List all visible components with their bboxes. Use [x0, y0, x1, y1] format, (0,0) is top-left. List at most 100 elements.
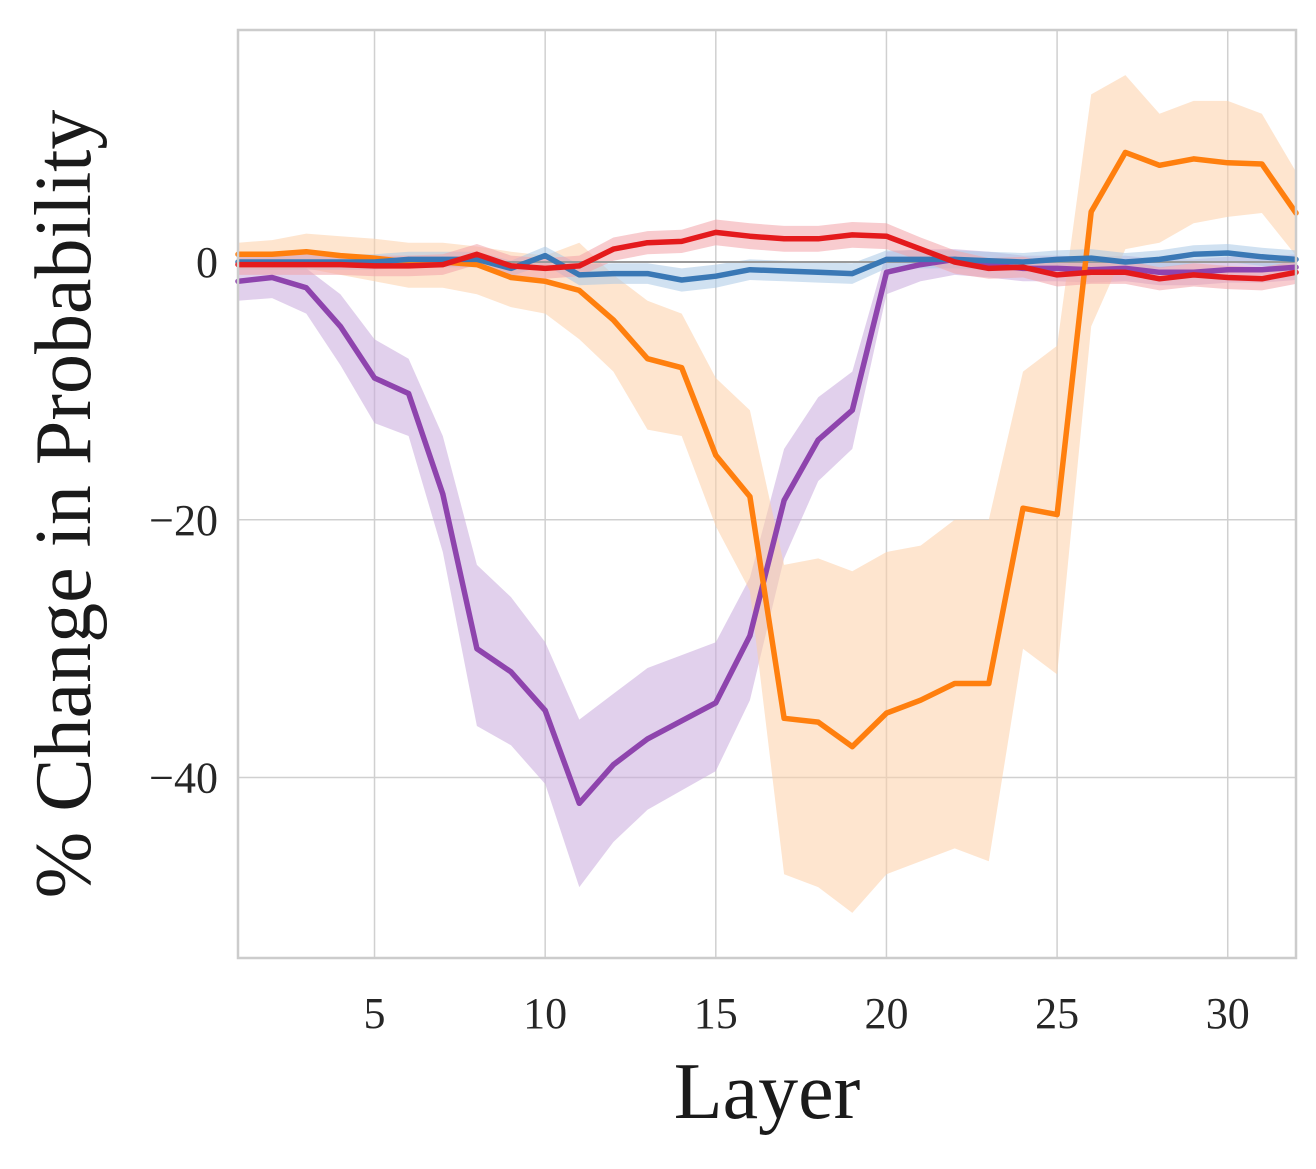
point-orange-29 — [1191, 156, 1197, 162]
plot-frame — [236, 28, 1298, 960]
y-axis-title: % Change in Probability — [20, 110, 108, 899]
y-tick-label: 0 — [196, 238, 218, 287]
point-red-8 — [474, 251, 480, 257]
point-purple-30 — [1225, 267, 1231, 273]
point-orange-19 — [849, 744, 855, 750]
point-orange-3 — [303, 249, 309, 255]
point-orange-30 — [1225, 160, 1231, 166]
point-red-11 — [576, 263, 582, 269]
point-blue-10 — [542, 253, 548, 259]
point-orange-14 — [679, 365, 685, 371]
point-red-22 — [952, 259, 958, 265]
point-purple-5 — [372, 375, 378, 381]
point-purple-7 — [440, 491, 446, 497]
point-red-9 — [508, 263, 514, 269]
point-red-21 — [918, 246, 924, 252]
point-red-3 — [303, 262, 309, 268]
point-blue-21 — [918, 256, 924, 262]
point-orange-13 — [645, 356, 651, 362]
x-tick-label: 5 — [364, 989, 386, 1038]
y-tick-label: −40 — [149, 754, 218, 803]
point-orange-27 — [1122, 149, 1128, 155]
y-tick-label: −20 — [149, 496, 218, 545]
x-tick-labels: 5 10 15 20 25 30 — [364, 989, 1250, 1038]
x-tick-label: 30 — [1206, 989, 1250, 1038]
point-blue-7 — [440, 256, 446, 262]
point-orange-18 — [815, 719, 821, 725]
point-purple-17 — [781, 497, 787, 503]
y-tick-labels: 0 −20 −40 — [149, 238, 218, 803]
point-red-16 — [747, 233, 753, 239]
x-tick-label: 20 — [864, 989, 908, 1038]
point-purple-28 — [1156, 269, 1162, 275]
point-red-15 — [713, 229, 719, 235]
point-red-5 — [372, 263, 378, 269]
point-blue-20 — [883, 256, 889, 262]
point-purple-16 — [747, 633, 753, 639]
point-red-6 — [406, 263, 412, 269]
point-orange-12 — [610, 317, 616, 323]
point-red-29 — [1191, 272, 1197, 278]
point-purple-8 — [474, 646, 480, 652]
point-purple-18 — [815, 437, 821, 443]
point-purple-12 — [610, 762, 616, 768]
point-blue-24 — [1020, 259, 1026, 265]
point-blue-30 — [1225, 250, 1231, 256]
point-red-25 — [1054, 272, 1060, 278]
line-red — [235, 229, 1299, 282]
point-blue-8 — [474, 256, 480, 262]
point-blue-12 — [610, 271, 616, 277]
point-red-31 — [1259, 276, 1265, 282]
point-orange-11 — [576, 287, 582, 293]
point-purple-19 — [849, 407, 855, 413]
point-purple-3 — [303, 285, 309, 291]
point-blue-18 — [815, 269, 821, 275]
point-red-27 — [1122, 269, 1128, 275]
confidence-bands — [238, 75, 1296, 913]
point-orange-2 — [269, 251, 275, 257]
band-orange — [238, 75, 1296, 913]
point-red-28 — [1156, 276, 1162, 282]
point-red-17 — [781, 236, 787, 242]
point-orange-10 — [542, 278, 548, 284]
point-purple-4 — [337, 323, 343, 329]
point-purple-20 — [883, 269, 889, 275]
point-red-30 — [1225, 274, 1231, 280]
point-blue-17 — [781, 268, 787, 274]
line-blue — [235, 250, 1299, 283]
point-orange-26 — [1088, 209, 1094, 215]
point-orange-28 — [1156, 162, 1162, 168]
point-orange-17 — [781, 715, 787, 721]
point-orange-4 — [337, 253, 343, 259]
point-red-20 — [883, 233, 889, 239]
point-purple-13 — [645, 736, 651, 742]
point-orange-16 — [747, 494, 753, 500]
point-red-7 — [440, 262, 446, 268]
point-red-19 — [849, 232, 855, 238]
point-purple-15 — [713, 700, 719, 706]
point-orange-8 — [474, 262, 480, 268]
point-purple-11 — [576, 800, 582, 806]
point-red-2 — [269, 262, 275, 268]
point-blue-31 — [1259, 254, 1265, 260]
x-tick-label: 25 — [1035, 989, 1079, 1038]
point-blue-11 — [576, 272, 582, 278]
point-orange-21 — [918, 697, 924, 703]
point-red-13 — [645, 240, 651, 246]
series-lines — [235, 149, 1299, 807]
x-tick-label: 15 — [694, 989, 738, 1038]
point-purple-14 — [679, 718, 685, 724]
point-orange-31 — [1259, 161, 1265, 167]
point-blue-23 — [986, 258, 992, 264]
point-blue-29 — [1191, 251, 1197, 257]
point-blue-19 — [849, 271, 855, 277]
point-purple-21 — [918, 262, 924, 268]
point-red-24 — [1020, 264, 1026, 270]
point-orange-25 — [1054, 512, 1060, 518]
point-purple-6 — [406, 390, 412, 396]
point-red-12 — [610, 246, 616, 252]
point-blue-25 — [1054, 256, 1060, 262]
point-blue-13 — [645, 271, 651, 277]
point-purple-25 — [1054, 265, 1060, 271]
